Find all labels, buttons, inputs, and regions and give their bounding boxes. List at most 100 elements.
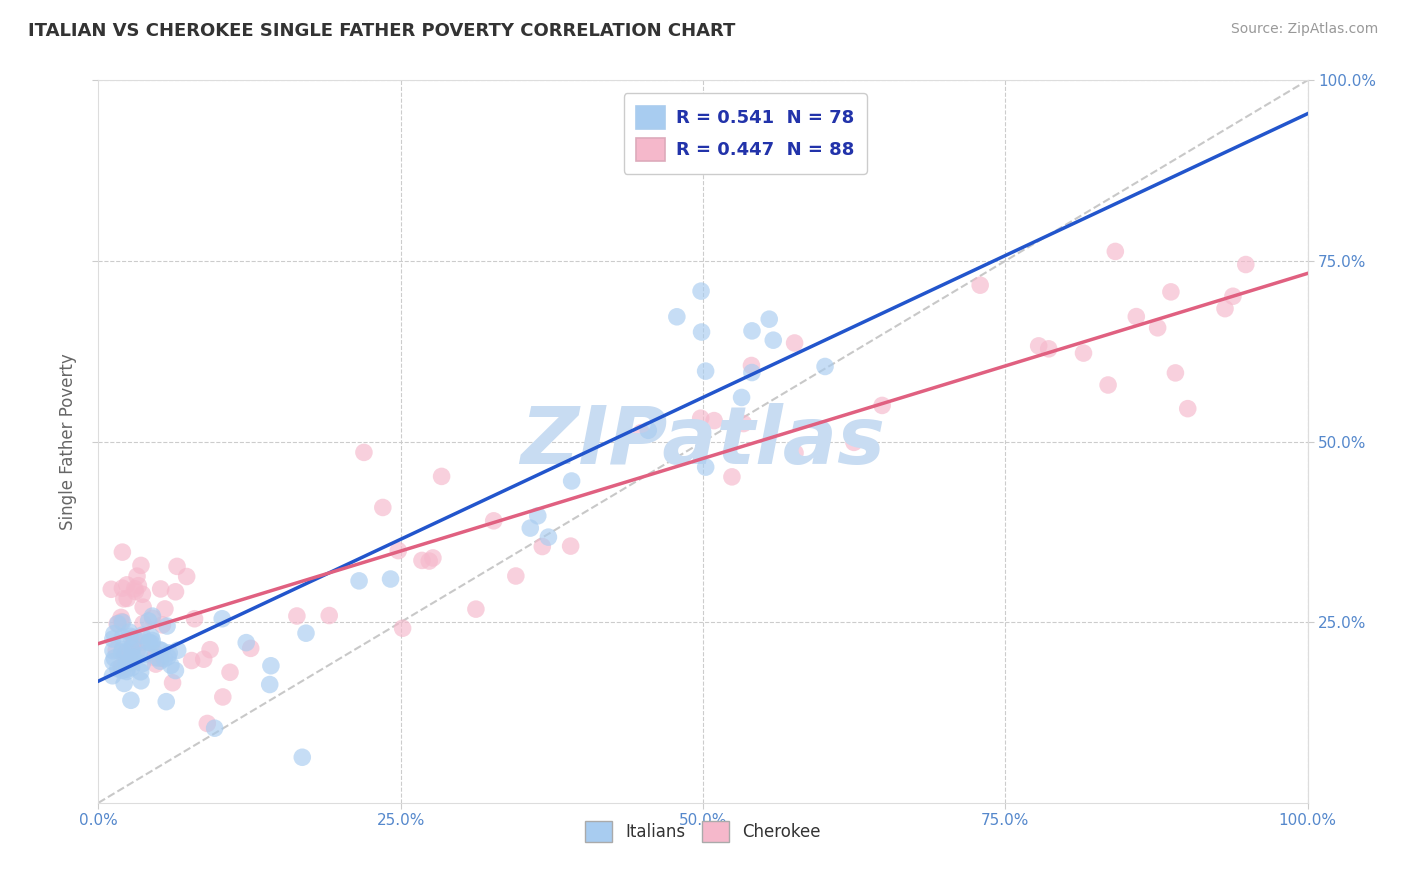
Point [526,508,548,523]
Point [783,446,806,460]
Point [561,474,583,488]
Point [411,553,433,567]
Point [110,610,132,624]
Point [120,642,142,657]
Text: ITALIAN VS CHEROKEE SINGLE FATHER POVERTY CORRELATION CHART: ITALIAN VS CHEROKEE SINGLE FATHER POVERT… [28,22,735,40]
Point [111,630,134,644]
Point [235,635,257,649]
Point [969,278,991,293]
Point [703,414,725,428]
Point [695,460,717,475]
Point [138,635,160,649]
Point [149,582,172,596]
Point [131,657,153,671]
Point [112,676,135,690]
Point [138,635,160,649]
Point [111,545,134,559]
Point [198,642,221,657]
Point [1164,366,1187,380]
Point [107,616,129,631]
Point [135,647,157,661]
Point [149,651,172,665]
Point [131,587,153,601]
Point [1104,244,1126,259]
Point [111,615,134,630]
Point [105,616,128,631]
Point [870,399,893,413]
Point [132,600,155,615]
Point [111,645,134,659]
Point [131,635,153,649]
Point [353,445,375,459]
Point [101,643,124,657]
Point [318,608,340,623]
Point [204,721,226,735]
Point [124,631,146,645]
Point [783,335,806,350]
Point [285,609,308,624]
Point [112,591,135,606]
Point [155,695,177,709]
Point [842,435,865,450]
Point [103,651,125,665]
Point [111,642,134,657]
Point [115,665,138,679]
Point [690,325,713,339]
Point [183,612,205,626]
Point [139,630,162,644]
Point [166,559,188,574]
Point [110,615,132,629]
Text: Source: ZipAtlas.com: Source: ZipAtlas.com [1230,22,1378,37]
Point [295,626,318,640]
Point [259,677,281,691]
Point [118,625,141,640]
Point [758,312,780,326]
Point [124,584,146,599]
Point [537,530,560,544]
Point [122,631,145,645]
Point [695,364,717,378]
Point [464,602,486,616]
Point [219,665,242,680]
Point [125,569,148,583]
Point [1177,401,1199,416]
Point [560,539,582,553]
Point [121,640,143,655]
Point [115,578,138,592]
Point [162,675,184,690]
Point [1125,310,1147,324]
Point [733,417,755,431]
Point [105,643,128,657]
Point [115,644,138,658]
Point [115,662,138,676]
Point [1038,342,1060,356]
Point [195,716,218,731]
Point [721,470,744,484]
Point [531,540,554,554]
Point [149,643,172,657]
Point [741,366,763,380]
Point [122,650,145,665]
Point [391,621,413,635]
Point [430,469,453,483]
Point [142,611,165,625]
Point [1222,289,1244,303]
Point [422,550,444,565]
Point [101,632,124,646]
Point [180,654,202,668]
Point [129,673,152,688]
Point [156,649,179,664]
Point [138,614,160,628]
Point [120,651,142,665]
Point [110,660,132,674]
Point [127,579,149,593]
Point [100,582,122,597]
Point [347,574,370,588]
Point [120,629,142,643]
Point [115,648,138,663]
Point [260,658,283,673]
Point [239,641,262,656]
Point [762,333,785,347]
Point [114,647,136,661]
Point [211,612,233,626]
